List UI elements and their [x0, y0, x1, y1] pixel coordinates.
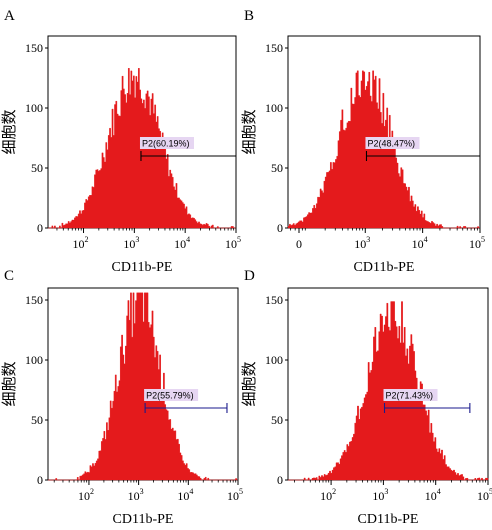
x-tick-base: 0	[296, 237, 302, 251]
y-tick-label: 0	[37, 221, 43, 235]
y-tick-label: 150	[25, 293, 43, 307]
x-tick-label: 102	[73, 235, 89, 251]
x-tick-label: 103	[123, 235, 139, 251]
x-tick-base: 10	[227, 489, 239, 503]
gate-label-background	[139, 137, 194, 149]
x-tick-exponent: 4	[437, 487, 441, 496]
panel-letter: B	[244, 8, 254, 24]
histogram-area	[287, 70, 480, 229]
x-tick-label: 105	[225, 235, 241, 251]
y-tick-label: 150	[25, 41, 43, 55]
y-axis-label: 细胞数	[1, 109, 18, 154]
gate-label-background	[383, 389, 438, 401]
gate-p2: P2(55.79%)	[144, 389, 228, 413]
y-tick-label: 100	[25, 353, 43, 367]
x-tick-base: 10	[73, 237, 85, 251]
x-tick-exponent: 5	[481, 235, 485, 244]
x-tick-label: 104	[412, 235, 428, 251]
x-tick-label: 104	[174, 235, 190, 251]
x-tick-base: 10	[354, 237, 366, 251]
y-tick-label: 0	[277, 221, 283, 235]
x-tick-label: 0	[296, 237, 302, 251]
x-axis-label: CD11b-PE	[358, 512, 419, 527]
y-tick-label: 50	[271, 413, 283, 427]
x-tick-base: 10	[469, 237, 481, 251]
x-tick-exponent: 3	[135, 235, 139, 244]
x-tick-exponent: 4	[189, 487, 193, 496]
x-axis-label: CD11b-PE	[113, 512, 174, 527]
x-tick-label: 102	[78, 487, 94, 503]
x-axis-label: CD11b-PE	[112, 260, 173, 275]
panel-letter: D	[244, 268, 255, 284]
x-tick-base: 10	[174, 237, 186, 251]
x-tick-exponent: 5	[239, 487, 243, 496]
y-tick-label: 150	[265, 293, 283, 307]
panel-letter: A	[4, 8, 15, 24]
x-axis-label: CD11b-PE	[354, 260, 415, 275]
x-tick-base: 10	[225, 237, 237, 251]
x-tick-exponent: 4	[424, 235, 428, 244]
y-tick-label: 50	[31, 413, 43, 427]
x-tick-exponent: 3	[366, 235, 370, 244]
x-tick-exponent: 3	[140, 487, 144, 496]
x-tick-label: 104	[425, 487, 441, 503]
x-tick-label: 105	[469, 235, 485, 251]
x-tick-label: 104	[177, 487, 193, 503]
x-tick-exponent: 2	[332, 487, 336, 496]
x-tick-label: 105	[227, 487, 243, 503]
y-tick-label: 0	[37, 473, 43, 487]
gate-label: P2(60.19%)	[142, 139, 190, 149]
x-tick-exponent: 4	[186, 235, 190, 244]
x-tick-exponent: 3	[384, 487, 388, 496]
y-tick-label: 100	[25, 101, 43, 115]
gate-label-background	[144, 389, 199, 401]
x-tick-exponent: 2	[85, 235, 89, 244]
x-tick-label: 102	[320, 487, 336, 503]
panel-letter: C	[4, 268, 14, 284]
x-tick-label: 103	[128, 487, 144, 503]
y-tick-label: 50	[271, 161, 283, 175]
gate-p2: P2(48.47%)	[365, 137, 480, 161]
gate-label: P2(48.47%)	[367, 139, 415, 149]
gate-p2: P2(60.19%)	[139, 137, 236, 161]
y-tick-label: 0	[277, 473, 283, 487]
x-tick-label: 103	[372, 487, 388, 503]
gate-label: P2(71.43%)	[386, 391, 434, 401]
x-tick-base: 10	[372, 489, 384, 503]
x-tick-base: 10	[425, 489, 437, 503]
x-tick-exponent: 5	[489, 487, 492, 496]
y-axis-label: 细胞数	[241, 361, 258, 406]
y-axis-label: 细胞数	[1, 361, 18, 406]
y-tick-label: 50	[31, 161, 43, 175]
x-tick-base: 10	[123, 237, 135, 251]
gate-p2: P2(71.43%)	[383, 389, 471, 413]
x-tick-exponent: 2	[90, 487, 94, 496]
x-tick-base: 10	[412, 237, 424, 251]
gate-label-background	[365, 137, 420, 149]
y-axis-label: 细胞数	[241, 109, 258, 154]
x-tick-base: 10	[177, 489, 189, 503]
x-tick-label: 105	[477, 487, 492, 503]
x-tick-exponent: 5	[237, 235, 241, 244]
y-tick-label: 100	[265, 353, 283, 367]
histogram-area	[48, 292, 238, 481]
x-tick-base: 10	[320, 489, 332, 503]
y-tick-label: 150	[265, 41, 283, 55]
gate-label: P2(55.79%)	[146, 391, 194, 401]
x-tick-label: 103	[354, 235, 370, 251]
x-tick-base: 10	[78, 489, 90, 503]
y-tick-label: 100	[265, 101, 283, 115]
x-tick-base: 10	[477, 489, 489, 503]
x-tick-base: 10	[128, 489, 140, 503]
